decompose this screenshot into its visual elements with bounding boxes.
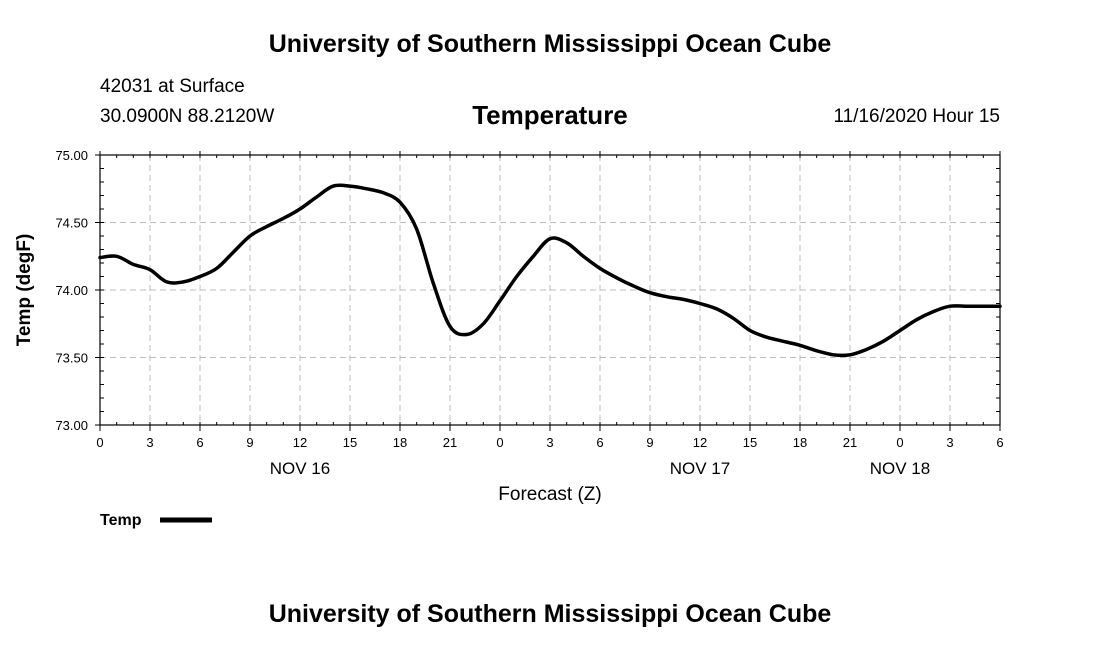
org-title-top: University of Southern Mississippi Ocean… (268, 30, 832, 58)
x-tick-label: 21 (443, 435, 457, 450)
x-tick-label: 15 (743, 435, 757, 450)
y-tick-label: 74.00 (55, 283, 88, 298)
x-tick-label: 9 (246, 435, 253, 450)
x-tick-label: 15 (343, 435, 357, 450)
date-label: NOV 18 (870, 459, 930, 478)
org-title-bottom: University of Southern Mississippi Ocean… (268, 600, 832, 628)
y-axis-label: Temp (degF) (14, 234, 35, 347)
x-tick-label: 0 (96, 435, 103, 450)
x-tick-label: 0 (896, 435, 903, 450)
x-tick-label: 6 (996, 435, 1003, 450)
x-tick-label: 3 (546, 435, 553, 450)
chart-title: Temperature (472, 100, 628, 130)
x-axis-label: Forecast (Z) (498, 484, 601, 505)
coordinates-label: 30.0900N 88.2120W (100, 106, 275, 127)
x-tick-label: 12 (693, 435, 707, 450)
y-tick-label: 74.50 (55, 216, 88, 231)
y-tick-label: 73.50 (55, 351, 88, 366)
x-tick-label: 0 (496, 435, 503, 450)
x-tick-label: 9 (646, 435, 653, 450)
x-tick-label: 12 (293, 435, 307, 450)
temp-series-line (98, 183, 1002, 358)
legend-label-temp: Temp (100, 512, 142, 529)
axes: 73.00 73.50 74.00 74.50 75.00 0 3 6 9 12 15 18 21 0 3 6… (55, 148, 1003, 478)
x-tick-label: 21 (843, 435, 857, 450)
x-tick-label: 3 (946, 435, 953, 450)
x-tick-label: 18 (393, 435, 407, 450)
x-tick-label: 3 (146, 435, 153, 450)
x-tick-label: 6 (596, 435, 603, 450)
legend: Temp (100, 512, 212, 529)
date-label: NOV 16 (270, 459, 330, 478)
y-tick-label: 73.00 (55, 418, 88, 433)
x-tick-label: 6 (196, 435, 203, 450)
station-label: 42031 at Surface (100, 76, 245, 97)
x-tick-label: 18 (793, 435, 807, 450)
date-label: NOV 17 (670, 459, 730, 478)
grid-lines (100, 155, 1000, 425)
forecast-datetime: 11/16/2020 Hour 15 (833, 106, 1000, 127)
y-tick-label: 75.00 (55, 148, 88, 163)
